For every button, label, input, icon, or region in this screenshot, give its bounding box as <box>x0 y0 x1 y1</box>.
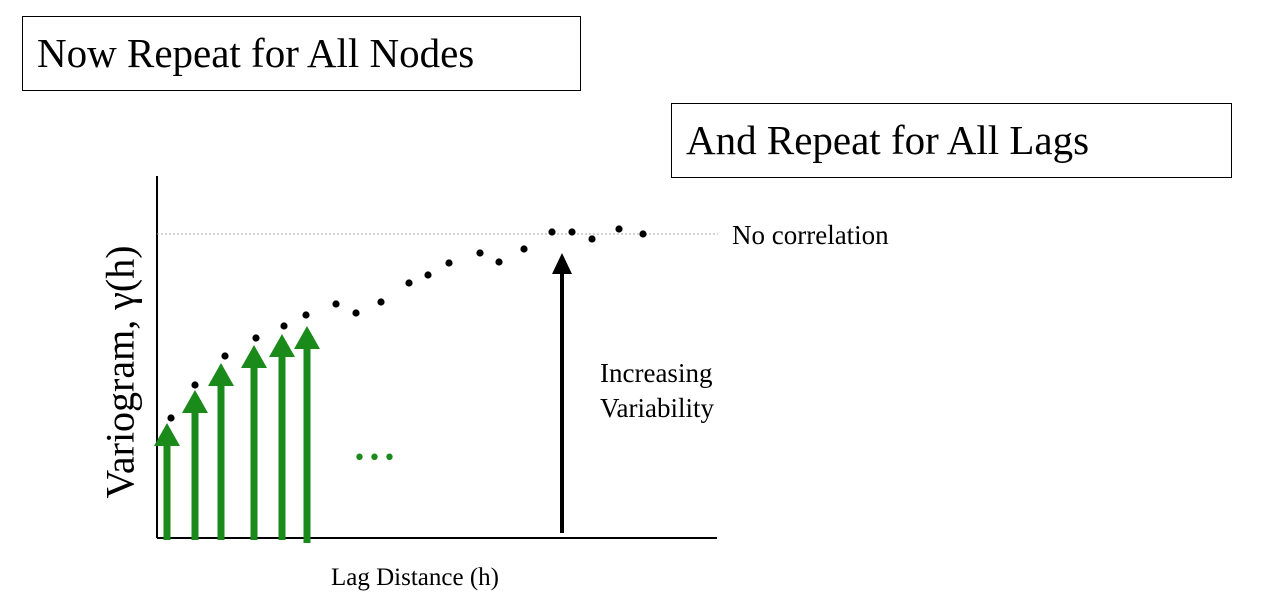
point <box>615 225 623 233</box>
point <box>352 309 360 317</box>
point <box>405 279 413 287</box>
point <box>548 228 556 236</box>
increasing-variability-label: Increasing Variability <box>600 356 714 426</box>
point <box>302 311 310 319</box>
title-box-nodes: Now Repeat for All Nodes <box>22 16 581 91</box>
arrow-up-icon <box>241 345 267 540</box>
sill-label: No correlation <box>732 220 889 250</box>
variability-arrow-head <box>552 253 572 274</box>
point <box>424 271 432 279</box>
green-arrows <box>154 326 320 543</box>
x-axis-label: Lag Distance (h) <box>331 564 499 591</box>
point <box>280 322 288 330</box>
point <box>191 381 199 389</box>
point <box>639 230 647 238</box>
point <box>221 352 229 360</box>
point <box>445 259 453 267</box>
point <box>377 298 385 306</box>
point <box>568 228 576 236</box>
arrow-up-icon <box>182 390 208 540</box>
point <box>332 300 340 308</box>
point <box>520 245 528 253</box>
arrow-up-icon <box>294 326 320 543</box>
point <box>476 249 484 257</box>
point <box>495 258 503 266</box>
point <box>588 235 596 243</box>
title-nodes: Now Repeat for All Nodes <box>37 30 475 76</box>
arrow-up-icon <box>552 253 572 533</box>
title-lags: And Repeat for All Lags <box>686 117 1090 163</box>
arrow-up-icon <box>208 363 234 540</box>
arrow-up-icon <box>154 423 180 540</box>
arrow-up-icon <box>269 334 295 540</box>
ellipsis-dots: ••• <box>353 446 398 471</box>
title-box-lags: And Repeat for All Lags <box>671 103 1232 178</box>
point <box>252 334 260 342</box>
increasing-label-line-2: Variability <box>600 393 714 424</box>
increasing-label-line-1: Increasing <box>600 358 713 388</box>
experimental-points <box>167 225 647 422</box>
point <box>167 414 175 422</box>
